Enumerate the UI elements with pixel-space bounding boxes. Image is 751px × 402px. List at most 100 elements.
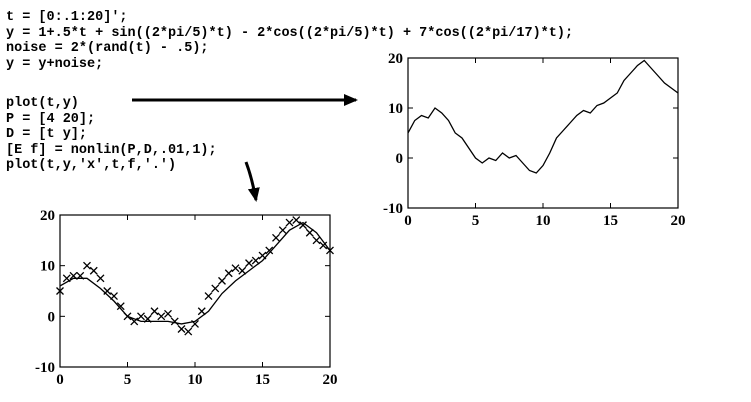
data-point-x-marker: [251, 256, 260, 265]
code-block-top: t = [0:.1:20]'; y = 1+.5*t + sin((2*pi/5)…: [6, 10, 573, 72]
x-tick-label: 5: [124, 372, 132, 388]
data-point-x-marker: [272, 233, 280, 242]
data-point-x-marker: [285, 218, 294, 227]
code-line: t = [0:.1:20]';: [6, 10, 128, 25]
marker-stroke: [211, 284, 220, 293]
data-point-x-marker: [184, 327, 193, 336]
marker-stroke: [137, 312, 145, 321]
marker-stroke: [224, 269, 233, 278]
marker-stroke: [204, 292, 213, 301]
marker-stroke: [285, 218, 294, 227]
marker-stroke: [83, 261, 91, 270]
marker-stroke: [278, 226, 287, 235]
code-line: D = [t y];: [6, 127, 88, 142]
marker-stroke: [62, 274, 71, 283]
data-point-x-marker: [197, 307, 206, 316]
x-tick-label: 5: [472, 213, 480, 229]
data-point-x-marker: [83, 261, 91, 270]
x-tick-label: 10: [536, 213, 551, 229]
marker-stroke: [96, 274, 105, 283]
data-point-x-marker: [218, 276, 226, 285]
data-point-x-marker: [245, 259, 253, 268]
y-tick-label: 20: [40, 208, 55, 224]
data-point-x-marker: [137, 312, 145, 321]
marker-stroke: [265, 246, 274, 255]
data-point-x-marker: [204, 292, 213, 301]
code-line: [E f] = nonlin(P,D,.01,1);: [6, 142, 217, 158]
data-point-x-marker: [157, 312, 166, 321]
marker-stroke: [272, 233, 280, 242]
marker-stroke: [258, 251, 267, 260]
marker-stroke: [150, 307, 159, 316]
x-tick-label: 15: [255, 372, 270, 388]
plot-frame: [407, 57, 679, 209]
x-tick-label: 0: [56, 372, 64, 388]
marker-stroke: [292, 216, 301, 225]
x-tick-label: 10: [188, 372, 203, 388]
marker-stroke: [170, 317, 179, 326]
code-line: y = 1+.5*t + sin((2*pi/5)*t) - 2*cos((2*…: [6, 25, 574, 41]
data-point-x-marker: [103, 287, 112, 295]
y-tick-label: 20: [388, 51, 403, 67]
marker-stroke: [319, 241, 328, 250]
marker-stroke: [312, 236, 321, 245]
data-point-x-marker: [211, 284, 220, 293]
y-tick-label: 0: [396, 151, 404, 167]
code-line: y = y+noise;: [6, 56, 104, 72]
marker-stroke: [69, 271, 78, 280]
x-tick-label: 0: [404, 213, 412, 229]
marker-stroke: [231, 264, 240, 273]
data-point-x-marker: [116, 302, 125, 311]
data-point-x-marker: [278, 226, 287, 235]
x-tick-label: 15: [603, 213, 618, 229]
marker-stroke: [116, 302, 125, 311]
x-tick-label: 20: [671, 213, 686, 229]
marker-stroke: [251, 256, 260, 265]
data-point-x-marker: [231, 264, 240, 273]
series-line: [407, 59, 679, 174]
y-tick-label: 10: [388, 101, 403, 117]
marker-stroke: [89, 266, 98, 275]
arrow-to-bottom-plot: [244, 161, 260, 202]
marker-stroke: [191, 319, 199, 328]
code-line: plot(t,y): [6, 96, 79, 111]
data-point-x-marker: [96, 274, 105, 283]
marker-stroke: [197, 307, 206, 316]
data-point-x-marker: [150, 307, 159, 316]
marker-stroke: [157, 312, 166, 321]
y-tick-label: 0: [48, 309, 56, 325]
marker-stroke: [245, 259, 253, 268]
code-line: noise = 2*(rand(t) - .5);: [6, 41, 209, 56]
series-line: [59, 221, 331, 325]
data-point-x-marker: [238, 266, 247, 275]
data-point-x-marker: [312, 236, 321, 245]
x-tick-label: 20: [323, 372, 338, 388]
data-point-x-marker: [89, 266, 98, 275]
plot-frame: [59, 214, 331, 368]
data-point-x-marker: [299, 221, 307, 230]
data-point-x-marker: [305, 228, 314, 237]
marker-stroke: [56, 287, 64, 295]
marker-stroke: [238, 266, 247, 275]
marker-stroke: [164, 309, 172, 318]
marker-stroke: [184, 327, 193, 336]
data-point-x-marker: [170, 317, 179, 326]
data-point-x-marker: [292, 216, 301, 225]
data-point-x-marker: [164, 309, 172, 318]
y-tick-label: -10: [35, 360, 55, 376]
code-line: plot(t,y,'x',t,f,'.'): [6, 158, 177, 173]
data-point-x-marker: [224, 269, 233, 278]
marker-stroke: [305, 228, 314, 237]
marker-stroke: [177, 325, 186, 333]
data-point-x-marker: [177, 325, 186, 333]
y-tick-label: 10: [40, 259, 55, 275]
marker-stroke: [299, 221, 307, 230]
data-point-x-marker: [319, 241, 328, 250]
data-point-x-marker: [265, 246, 274, 255]
code-line: P = [4 20];: [6, 111, 96, 127]
data-point-x-marker: [56, 287, 64, 295]
marker-stroke: [218, 276, 226, 285]
code-block-bottom: plot(t,y) P = [4 20]; D = [t y]; [E f] = no…: [6, 96, 217, 174]
